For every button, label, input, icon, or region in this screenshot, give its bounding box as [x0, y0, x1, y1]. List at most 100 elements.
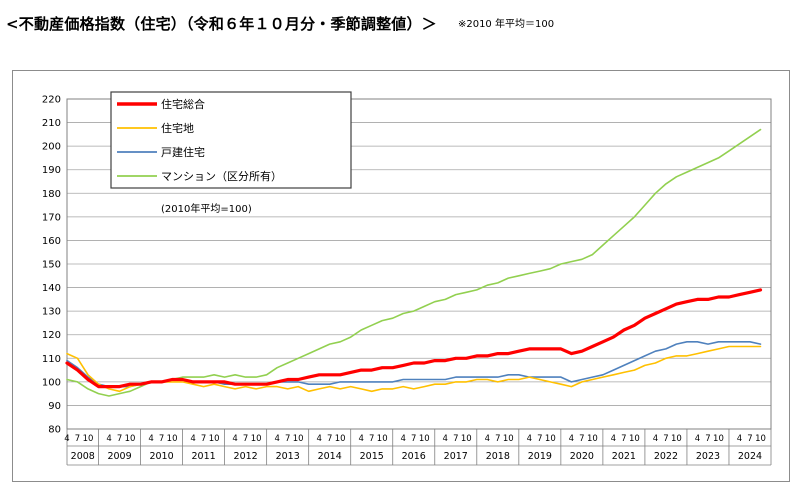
x-month-tick-label: 4 [611, 434, 616, 444]
x-month-tick-label: 10 [629, 434, 640, 444]
x-year-label: 2014 [318, 451, 342, 462]
legend-label: 住宅地 [161, 121, 194, 135]
x-year-label: 2016 [402, 451, 426, 462]
y-tick-label: 190 [42, 165, 61, 176]
series-line [65, 288, 763, 389]
y-tick-label: 140 [42, 283, 61, 294]
x-year-label: 2010 [149, 451, 173, 462]
chart-frame: 80 90 100 110 120 130 140 150 160 170 180 190 200 210… [12, 70, 790, 482]
x-month-tick-label: 10 [293, 434, 304, 444]
x-month-tick-label: 7 [285, 434, 290, 444]
x-month-tick-label: 10 [419, 434, 430, 444]
series-line [66, 345, 762, 393]
x-month-tick-label: 7 [117, 434, 122, 444]
x-month-tick-label: 10 [503, 434, 514, 444]
x-month-tick-label: 10 [461, 434, 472, 444]
x-month-tick-label: 7 [327, 434, 332, 444]
x-year-label: 2021 [612, 451, 636, 462]
x-month-tick-label: 10 [209, 434, 220, 444]
x-month-tick-label: 4 [148, 434, 153, 444]
x-month-tick-label: 10 [545, 434, 556, 444]
x-year-label: 2020 [570, 451, 594, 462]
x-month-tick-label: 4 [569, 434, 574, 444]
x-month-tick-label: 4 [737, 434, 742, 444]
x-month-tick-label: 7 [75, 434, 80, 444]
x-year-label: 2019 [528, 451, 552, 462]
axes: 80 90 100 110 120 130 140 150 160 170 180 190 200 210… [42, 95, 772, 466]
x-month-tick-label: 7 [411, 434, 416, 444]
x-month-tick-label: 7 [453, 434, 458, 444]
x-month-tick-label: 7 [243, 434, 248, 444]
y-tick-label: 200 [42, 142, 61, 153]
x-year-label: 2015 [360, 451, 384, 462]
x-month-tick-label: 10 [377, 434, 388, 444]
legend-label: 戸建住宅 [161, 145, 205, 159]
x-month-tick-label: 4 [401, 434, 406, 444]
x-year-label: 2022 [654, 451, 678, 462]
x-month-tick-label: 10 [167, 434, 178, 444]
x-month-tick-label: 4 [485, 434, 490, 444]
x-month-tick-label: 7 [747, 434, 752, 444]
x-month-tick-label: 7 [369, 434, 374, 444]
y-tick-label: 90 [48, 401, 61, 412]
x-year-label: 2012 [234, 451, 258, 462]
x-month-tick-label: 10 [335, 434, 346, 444]
x-year-label: 2017 [444, 451, 468, 462]
y-tick-label: 130 [42, 307, 61, 318]
x-month-tick-label: 10 [671, 434, 682, 444]
x-month-tick-label: 10 [83, 434, 94, 444]
x-month-tick-label: 7 [621, 434, 626, 444]
chart-heading: <不動産価格指数（住宅）（令和６年１０月分・季節調整値）＞ ※2010 年平均＝… [6, 13, 786, 37]
x-month-tick-label: 10 [587, 434, 598, 444]
chart-title: <不動産価格指数（住宅）（令和６年１０月分・季節調整値）＞ [6, 15, 437, 33]
x-year-label: 2009 [107, 451, 131, 462]
y-tick-label: 160 [42, 236, 61, 247]
x-month-tick-label: 4 [232, 434, 237, 444]
series-line [66, 128, 762, 397]
y-tick-label: 150 [42, 260, 61, 271]
y-tick-label: 170 [42, 212, 61, 223]
x-month-tick-label: 10 [713, 434, 724, 444]
plot-area-border [66, 98, 772, 430]
x-month-tick-label: 10 [755, 434, 766, 444]
x-month-tick-label: 7 [705, 434, 710, 444]
x-month-tick-label: 4 [316, 434, 321, 444]
x-month-tick-label: 7 [663, 434, 668, 444]
x-year-label: 2023 [696, 451, 720, 462]
y-tick-label: 110 [42, 354, 61, 365]
chart-annotation: (2010年平均=100) [161, 202, 252, 215]
y-tick-label: 120 [42, 330, 61, 341]
base-year-note: ※2010 年平均＝100 [457, 19, 555, 30]
x-month-tick-label: 4 [190, 434, 195, 444]
legend-label: マンション（区分所有） [161, 169, 282, 183]
y-tick-label: 210 [42, 118, 61, 129]
legend-label: 住宅総合 [161, 97, 205, 111]
y-tick-label: 80 [48, 425, 61, 436]
x-month-tick-label: 4 [653, 434, 658, 444]
line-chart: 80 90 100 110 120 130 140 150 160 170 180 190 200 210… [13, 71, 789, 481]
annotation: (2010年平均=100) [161, 202, 252, 215]
x-month-tick-label: 4 [106, 434, 111, 444]
x-month-tick-label: 10 [251, 434, 262, 444]
x-month-tick-label: 7 [579, 434, 584, 444]
x-month-tick-label: 4 [274, 434, 279, 444]
x-year-label: 2013 [276, 451, 300, 462]
x-month-tick-label: 4 [443, 434, 448, 444]
x-month-tick-label: 7 [201, 434, 206, 444]
y-tick-label: 220 [42, 95, 61, 106]
x-month-tick-label: 4 [358, 434, 363, 444]
y-tick-label: 180 [42, 189, 61, 200]
series-lines [65, 128, 763, 397]
x-month-tick-label: 4 [527, 434, 532, 444]
x-month-tick-label: 10 [125, 434, 136, 444]
x-month-tick-label: 4 [64, 434, 69, 444]
x-year-label: 2008 [71, 451, 95, 462]
x-year-label: 2011 [192, 451, 216, 462]
x-month-tick-label: 7 [159, 434, 164, 444]
y-tick-label: 100 [42, 377, 61, 388]
x-year-label: 2024 [738, 451, 762, 462]
x-month-tick-label: 7 [537, 434, 542, 444]
legend-box [110, 91, 352, 189]
x-month-tick-label: 4 [695, 434, 700, 444]
